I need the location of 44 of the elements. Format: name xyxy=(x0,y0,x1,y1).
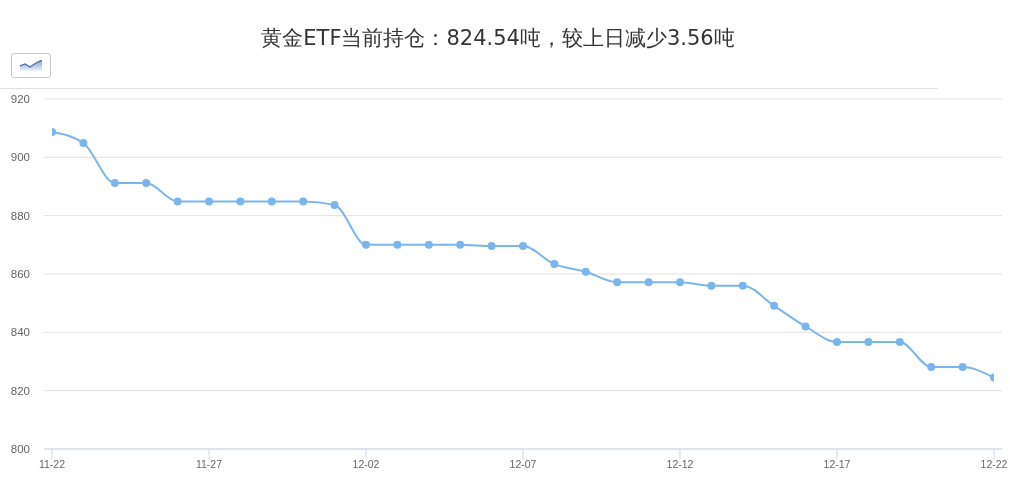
point xyxy=(613,278,622,287)
y-tick-label: 880 xyxy=(10,209,30,222)
point xyxy=(550,260,559,269)
point xyxy=(676,278,684,287)
y-tick-label: 920 xyxy=(10,93,30,106)
x-tick-label: 11-27 xyxy=(195,458,223,471)
point xyxy=(487,242,496,250)
point xyxy=(173,197,182,206)
point xyxy=(895,337,904,346)
point xyxy=(958,363,967,372)
point xyxy=(707,281,716,290)
point xyxy=(864,337,873,346)
point xyxy=(110,179,119,187)
point xyxy=(738,281,747,290)
x-tick-label: 12-22 xyxy=(980,458,1008,471)
x-tick-label: 12-07 xyxy=(509,458,537,471)
point xyxy=(644,278,653,287)
point xyxy=(801,322,810,331)
point xyxy=(205,197,213,206)
point xyxy=(927,363,936,372)
point xyxy=(267,197,276,206)
point xyxy=(299,197,308,206)
point xyxy=(393,240,402,249)
point xyxy=(833,337,841,346)
x-tick-label: 12-17 xyxy=(823,458,851,471)
y-tick-label: 860 xyxy=(10,268,30,281)
y-tick-label: 900 xyxy=(10,151,30,164)
point xyxy=(362,240,370,249)
y-tick-label: 820 xyxy=(10,384,30,397)
point xyxy=(236,197,245,206)
point xyxy=(142,179,151,187)
point xyxy=(79,139,88,148)
point xyxy=(456,240,465,249)
x-tick-label: 12-02 xyxy=(352,458,380,471)
point xyxy=(770,301,779,310)
chart-title: 黄金ETF当前持仓：824.54吨，较上日减少3.56吨 xyxy=(260,25,736,52)
y-tick-label: 840 xyxy=(10,326,30,339)
x-tick-label: 11-22 xyxy=(38,458,66,471)
point xyxy=(424,240,433,249)
y-tick-label: 800 xyxy=(10,443,30,456)
x-tick-label: 12-12 xyxy=(666,458,694,471)
point xyxy=(581,267,590,276)
point xyxy=(330,200,339,209)
point xyxy=(519,242,527,250)
